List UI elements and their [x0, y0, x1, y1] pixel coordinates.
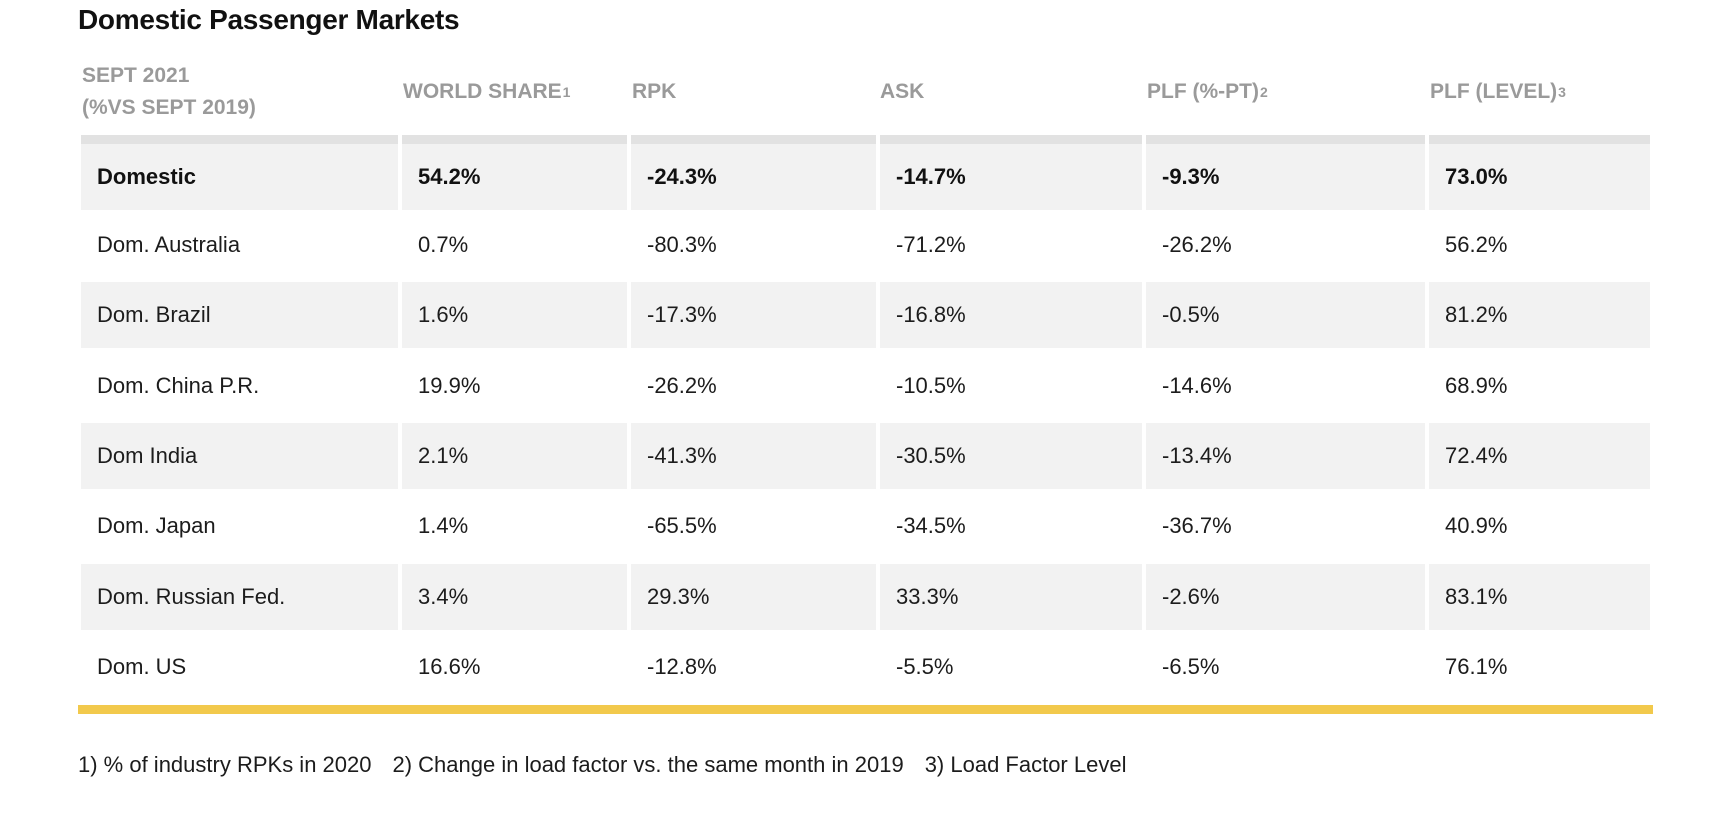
header-divider — [1429, 135, 1650, 144]
cell-market: Dom. Brazil — [81, 282, 398, 348]
footnote-marker-1: 1 — [562, 84, 571, 100]
footnote-marker-3: 3 — [1558, 84, 1566, 100]
cell-market: Domestic — [81, 144, 398, 210]
cell-world-share: 0.7% — [418, 232, 469, 257]
cell-plf-pt: -9.3% — [1146, 144, 1425, 210]
header-divider — [402, 135, 627, 144]
cell-plf-level: 56.2% — [1445, 232, 1508, 257]
cell-plf-level: 83.1% — [1429, 564, 1650, 630]
cell-market: Dom. Japan — [97, 513, 216, 538]
cell-market: Dom. Australia — [97, 232, 241, 257]
cell-world-share: 54.2% — [402, 144, 627, 210]
cell-market: Dom. China P.R. — [97, 373, 260, 398]
cell-plf-pt: -2.6% — [1146, 564, 1425, 630]
footnote-2: 2) Change in load factor vs. the same mo… — [392, 752, 904, 777]
cell-ask: -30.5% — [880, 423, 1142, 489]
cell-market: Dom India — [81, 423, 398, 489]
header-plf-pt: PLF (%-PT) 2 — [1147, 56, 1268, 128]
cell-plf-pt: -14.6% — [1162, 373, 1232, 398]
cell-world-share: 1.6% — [402, 282, 627, 348]
cell-plf-level: 73.0% — [1429, 144, 1650, 210]
header-plf-pt-label: PLF (%-PT) — [1147, 80, 1259, 103]
footnote-1: 1) % of industry RPKs in 2020 — [78, 752, 372, 777]
header-divider — [880, 135, 1142, 144]
cell-world-share: 2.1% — [402, 423, 627, 489]
cell-world-share: 19.9% — [418, 373, 481, 398]
cell-plf-pt: -36.7% — [1162, 513, 1232, 538]
cell-plf-pt: -13.4% — [1146, 423, 1425, 489]
cell-rpk: -12.8% — [647, 654, 717, 679]
cell-ask: -71.2% — [896, 232, 966, 257]
cell-world-share: 3.4% — [402, 564, 627, 630]
header-plf-level-label: PLF (LEVEL) — [1430, 80, 1558, 103]
cell-ask: -14.7% — [880, 144, 1142, 210]
footnotes: 1) % of industry RPKs in 2020 2) Change … — [78, 750, 1147, 780]
header-plf-level: PLF (LEVEL) 3 — [1430, 56, 1566, 128]
cell-plf-level: 81.2% — [1429, 282, 1650, 348]
cell-market: Dom. Russian Fed. — [81, 564, 398, 630]
cell-world-share: 16.6% — [418, 654, 481, 679]
cell-plf-pt: -6.5% — [1162, 654, 1220, 679]
cell-rpk: -24.3% — [631, 144, 876, 210]
cell-plf-level: 68.9% — [1445, 373, 1508, 398]
cell-plf-pt: -0.5% — [1146, 282, 1425, 348]
header-world-share-label: WORLD SHARE — [403, 80, 562, 103]
header-world-share: WORLD SHARE 1 — [403, 56, 570, 128]
header-divider — [81, 135, 398, 144]
cell-rpk: -17.3% — [631, 282, 876, 348]
page-title: Domestic Passenger Markets — [78, 4, 460, 35]
header-ask: ASK — [880, 80, 925, 103]
table-bottom-rule — [78, 705, 1653, 714]
cell-ask: 33.3% — [880, 564, 1142, 630]
header-divider — [1146, 135, 1425, 144]
cell-rpk: -80.3% — [647, 232, 717, 257]
header-divider — [631, 135, 876, 144]
cell-world-share: 1.4% — [418, 513, 469, 538]
cell-plf-level: 76.1% — [1445, 654, 1508, 679]
header-period: SEPT 2021 (%VS SEPT 2019) — [82, 56, 256, 128]
cell-ask: -5.5% — [896, 654, 954, 679]
cell-market: Dom. US — [97, 654, 187, 679]
header-period-line2: (%VS SEPT 2019) — [82, 96, 256, 119]
cell-rpk: -65.5% — [647, 513, 717, 538]
cell-ask: -10.5% — [896, 373, 966, 398]
cell-ask: -34.5% — [896, 513, 966, 538]
cell-plf-level: 40.9% — [1445, 513, 1508, 538]
cell-rpk: -26.2% — [647, 373, 717, 398]
cell-rpk: -41.3% — [631, 423, 876, 489]
cell-plf-pt: -26.2% — [1162, 232, 1232, 257]
header-rpk: RPK — [632, 80, 677, 103]
cell-rpk: 29.3% — [631, 564, 876, 630]
footnote-marker-2: 2 — [1259, 84, 1268, 100]
footnote-3: 3) Load Factor Level — [924, 752, 1127, 777]
cell-plf-level: 72.4% — [1429, 423, 1650, 489]
header-period-line1: SEPT 2021 — [82, 64, 190, 87]
cell-ask: -16.8% — [880, 282, 1142, 348]
